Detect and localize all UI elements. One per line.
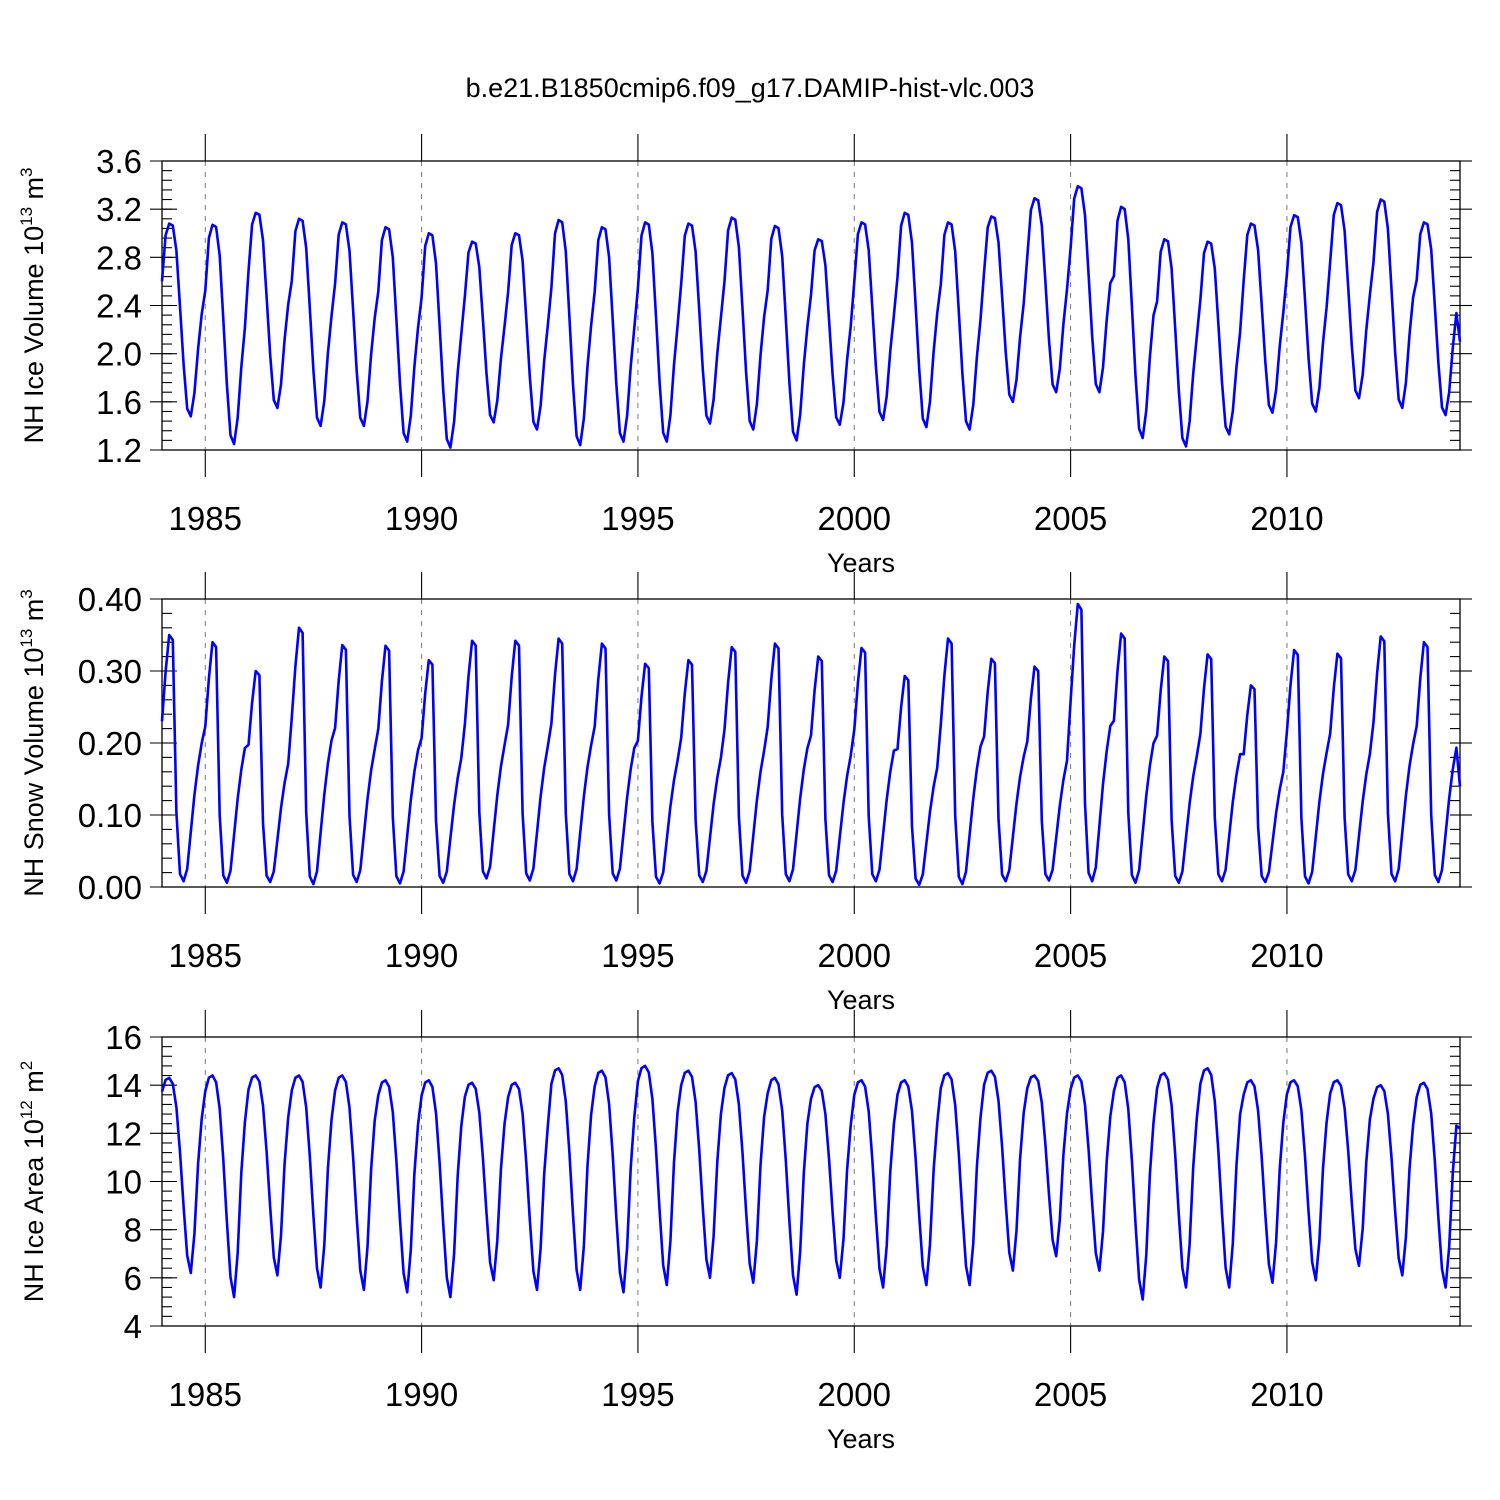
ice-area-panel: 4 6 8 10 12 14 16 1985 1990 1995 2000 2005 2010 Years…	[17, 1010, 1472, 1454]
y-tick-label: 1.2	[96, 432, 142, 469]
y-tick-label: 3.2	[96, 191, 142, 228]
y-tick-label: 2.0	[96, 336, 142, 373]
y-tick-label: 2.4	[96, 288, 142, 325]
snow-volume-series-line	[160, 602, 1462, 887]
plot-frame	[161, 1036, 1461, 1327]
x-tick-label: 2005	[1034, 500, 1107, 537]
x-tick-label: 2000	[818, 500, 891, 537]
y-tick-label: 6	[124, 1260, 142, 1297]
x-tick-label: 2010	[1250, 937, 1323, 974]
y-tick-label: 1.6	[96, 384, 142, 421]
x-tick-label: 1985	[169, 1376, 242, 1413]
x-tick-label: 1995	[601, 1376, 674, 1413]
y-tick-label: 0.10	[78, 797, 142, 834]
y-tick-label: 0.00	[78, 869, 142, 906]
x-tick-label: 1990	[385, 937, 458, 974]
x-tick-label: 1995	[601, 937, 674, 974]
y-tick-label: 3.6	[96, 143, 142, 180]
ice-area-series-line	[160, 1064, 1461, 1301]
x-tick-label: 2010	[1250, 1376, 1323, 1413]
x-axis-title: Years	[827, 548, 895, 578]
y-axis-title: NH Ice Area 1012 m2	[17, 1061, 49, 1302]
x-tick-label: 1985	[169, 500, 242, 537]
y-tick-label: 8	[124, 1212, 142, 1249]
x-tick-label: 1990	[385, 1376, 458, 1413]
y-tick-label: 0.40	[78, 581, 142, 618]
x-tick-label: 1985	[169, 937, 242, 974]
x-tick-label: 2000	[818, 937, 891, 974]
x-tick-label: 2005	[1034, 1376, 1107, 1413]
snow-volume-panel: 0.00 0.10 0.20 0.30 0.40 1985 1990 1995 2000 2005…	[17, 572, 1472, 1015]
ice-volume-panel: 1.2 1.6 2.0 2.4 2.8 3.2 3.6 1985 1990 1995 2000 200…	[17, 134, 1472, 578]
x-tick-label: 2000	[818, 1376, 891, 1413]
x-tick-label: 1995	[601, 500, 674, 537]
x-tick-label: 1990	[385, 500, 458, 537]
chart-title: b.e21.B1850cmip6.f09_g17.DAMIP-hist-vlc.…	[466, 73, 1035, 103]
plot-frame	[161, 598, 1461, 888]
y-axis-title: NH Ice Volume 1013 m3	[17, 168, 49, 444]
panels: 1.2 1.6 2.0 2.4 2.8 3.2 3.6 1985 1990 1995 2000 200…	[17, 134, 1472, 1454]
y-tick-label: 2.8	[96, 239, 142, 276]
y-tick-label: 0.20	[78, 725, 142, 762]
x-tick-label: 2010	[1250, 500, 1323, 537]
x-tick-label: 2005	[1034, 937, 1107, 974]
y-tick-label: 12	[105, 1115, 142, 1152]
x-axis-title: Years	[827, 1424, 895, 1454]
ice-volume-series-line	[160, 185, 1462, 449]
y-tick-label: 14	[105, 1067, 142, 1104]
x-axis-title: Years	[827, 985, 895, 1015]
y-axis-title: NH Snow Volume 1013 m3	[17, 589, 49, 897]
y-tick-label: 10	[105, 1164, 142, 1201]
y-tick-label: 16	[105, 1019, 142, 1056]
y-tick-label: 4	[124, 1308, 142, 1345]
y-tick-label: 0.30	[78, 653, 142, 690]
